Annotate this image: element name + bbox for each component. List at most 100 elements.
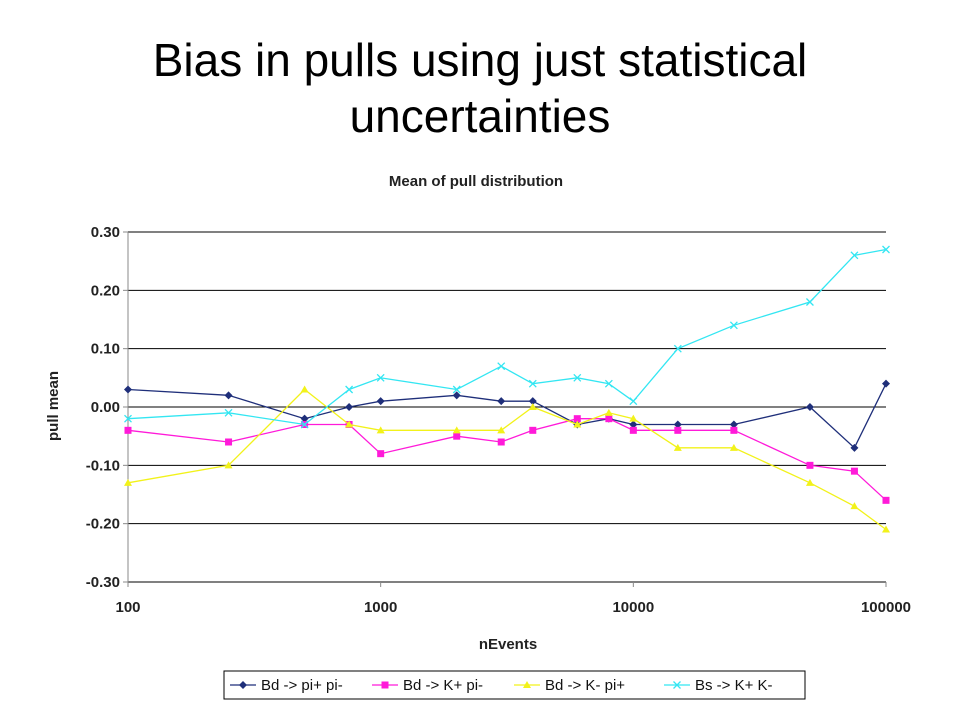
y-tick-label: -0.20: [86, 516, 120, 533]
data-point: [673, 420, 682, 429]
data-point: [730, 426, 738, 434]
data-point: [124, 385, 132, 394]
data-point: [345, 385, 354, 394]
data-point: [452, 385, 461, 394]
data-point: [239, 681, 247, 689]
series-2: [124, 415, 890, 504]
series-line: [127, 418, 887, 501]
data-point: [528, 379, 537, 388]
legend-label: Bd -> pi+ pi-: [261, 677, 343, 694]
data-point: [573, 415, 581, 423]
data-point: [605, 415, 613, 423]
slide-title-line1: Bias in pulls using just statistical: [152, 34, 808, 86]
slide-title: Bias in pulls using just statistical unc…: [0, 32, 960, 144]
data-point: [629, 420, 638, 429]
data-point: [497, 397, 506, 406]
data-point: [225, 438, 233, 446]
legend-label: Bd -> K+ pi-: [403, 677, 483, 694]
x-tick-label: 1000: [364, 599, 397, 616]
data-point: [528, 403, 537, 410]
data-point: [805, 298, 814, 306]
y-tick-label: 0.30: [91, 224, 120, 241]
series-line: [127, 388, 887, 531]
y-tick-label: -0.30: [86, 574, 120, 591]
legend-label: Bs -> K+ K-: [695, 677, 773, 694]
chart-title: Mean of pull distribution: [389, 173, 563, 190]
data-point: [528, 397, 537, 406]
chart-series: [124, 245, 890, 533]
data-point: [882, 379, 890, 388]
legend-label: Bd -> K- pi+: [545, 677, 625, 694]
data-point: [300, 385, 309, 393]
data-point: [124, 414, 132, 423]
data-point: [345, 420, 354, 428]
data-point: [882, 245, 890, 254]
data-point: [673, 443, 682, 451]
data-point: [497, 362, 506, 371]
data-point: [674, 426, 682, 434]
data-point: [882, 496, 890, 504]
data-point: [345, 403, 354, 411]
data-point: [604, 379, 613, 388]
data-point: [850, 502, 859, 510]
data-point: [729, 420, 738, 429]
x-tick-label: 10000: [612, 599, 654, 616]
data-point: [377, 450, 385, 458]
data-point: [729, 321, 738, 330]
data-point: [497, 438, 505, 446]
data-point: [805, 478, 814, 486]
data-point: [523, 681, 531, 688]
data-point: [604, 408, 613, 416]
data-point: [300, 420, 309, 429]
data-point: [850, 443, 859, 452]
y-tick-label: 0.20: [91, 282, 120, 299]
y-tick-label: 0.00: [91, 399, 120, 416]
data-point: [381, 681, 389, 689]
data-point: [452, 391, 461, 400]
data-point: [850, 251, 859, 260]
y-tick-label: 0.10: [91, 341, 120, 358]
data-point: [376, 397, 385, 406]
y-tick-label: -0.10: [86, 457, 120, 474]
data-point: [805, 403, 814, 411]
data-point: [300, 414, 309, 423]
data-point: [497, 426, 506, 434]
y-tick-labels: 0.30 0.20 0.10 0.00 -0.10 -0.20 -0.30: [86, 224, 120, 591]
x-tick-labels: 100 1000 10000 100000: [115, 599, 911, 616]
data-point: [124, 426, 132, 434]
data-point: [224, 461, 233, 469]
data-point: [376, 426, 385, 434]
data-point: [452, 426, 461, 434]
series-1: [124, 379, 890, 452]
chart-legend: Bd -> pi+ pi- Bd -> K+ pi- Bd -> K- pi+ Bs …: [223, 670, 806, 700]
legend-item: Bs -> K+ K-: [664, 677, 773, 694]
legend-item: Bd -> pi+ pi-: [230, 677, 343, 694]
data-point: [224, 408, 233, 417]
data-point: [850, 467, 858, 475]
data-point: [729, 443, 738, 451]
data-point: [629, 426, 637, 434]
series-line: [127, 248, 887, 426]
data-point: [573, 420, 582, 428]
data-point: [882, 525, 890, 533]
series-4: [124, 245, 890, 429]
series-3: [124, 385, 890, 533]
slide-title-line2: uncertainties: [349, 90, 611, 142]
y-axis-label: pull mean: [45, 371, 62, 441]
x-tick-label: 100000: [861, 599, 911, 616]
series-line: [127, 383, 887, 449]
data-point: [629, 414, 638, 422]
data-point: [806, 461, 814, 469]
x-tick-label: 100: [115, 599, 140, 616]
legend-item: Bd -> K- pi+: [514, 677, 625, 694]
data-point: [673, 681, 681, 689]
legend-item: Bd -> K+ pi-: [372, 677, 483, 694]
x-axis-label: nEvents: [479, 636, 537, 653]
data-point: [673, 344, 682, 353]
data-point: [529, 426, 537, 434]
data-point: [453, 432, 461, 440]
data-point: [573, 373, 582, 382]
chart-gridlines: [123, 231, 887, 587]
data-point: [629, 397, 638, 406]
